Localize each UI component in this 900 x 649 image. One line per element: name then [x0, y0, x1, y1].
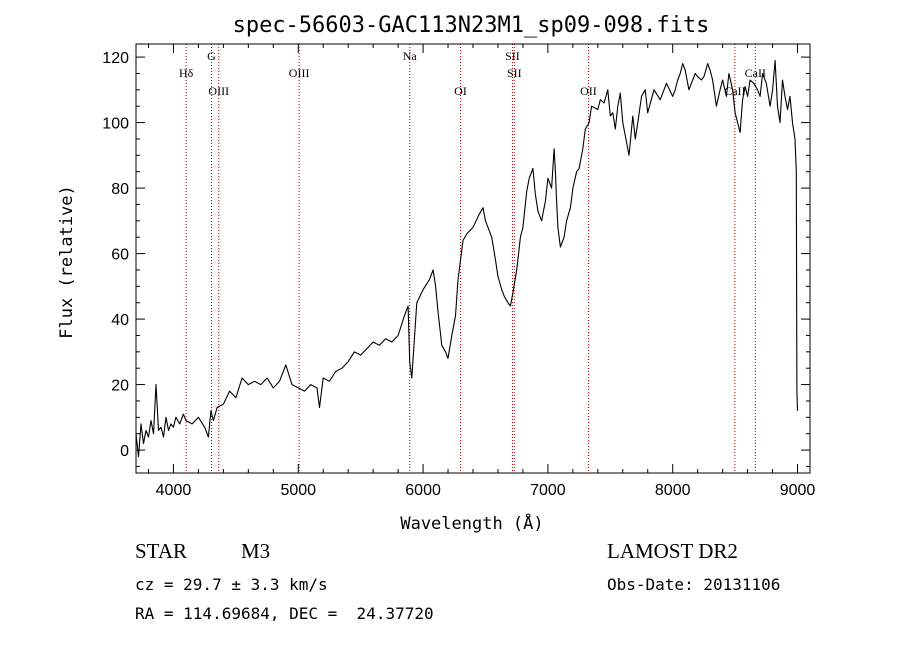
- line-label: Hδ: [179, 66, 194, 80]
- y-tick-label: 100: [102, 116, 129, 133]
- sky-coordinates: RA = 114.69684, DEC = 24.37720: [135, 604, 434, 623]
- x-axis-label: Wavelength (Å): [400, 512, 543, 534]
- chart-title: spec-56603-GAC113N23M1_sp09-098.fits: [233, 13, 710, 38]
- line-label: CaII: [724, 84, 745, 98]
- redshift-velocity: cz = 29.7 ± 3.3 km/s: [135, 575, 328, 594]
- line-label: SII: [505, 49, 520, 63]
- y-tick-label: 120: [102, 50, 129, 67]
- y-axis: 0 20 40 60 80 100 120: [102, 50, 810, 467]
- y-tick-label: 20: [111, 378, 129, 395]
- spectrum-series: [135, 59, 799, 458]
- observation-date: Obs-Date: 20131106: [607, 575, 781, 594]
- spectrum-line: [135, 59, 799, 458]
- y-tick-label: 0: [120, 443, 129, 460]
- line-label: OI: [454, 84, 467, 98]
- object-subclass: M3: [241, 539, 271, 563]
- line-label: Na: [403, 49, 418, 63]
- line-label: CaII: [745, 66, 766, 80]
- x-tick-label: 9000: [780, 482, 816, 499]
- y-axis-label: Flux (relative): [57, 185, 77, 339]
- line-label: OIII: [289, 66, 310, 80]
- line-label: OIII: [208, 84, 229, 98]
- x-tick-label: 5000: [280, 482, 316, 499]
- x-tick-label: 4000: [156, 482, 192, 499]
- x-tick-label: 7000: [530, 482, 566, 499]
- survey-name: LAMOST DR2: [607, 539, 738, 563]
- x-tick-label: 6000: [405, 482, 441, 499]
- x-tick-label: 8000: [655, 482, 691, 499]
- y-tick-label: 60: [111, 247, 129, 264]
- line-label: G: [207, 49, 216, 63]
- x-axis: 4000 5000 6000 7000 8000 9000: [147, 44, 816, 499]
- object-class: STAR: [135, 539, 187, 563]
- y-tick-label: 40: [111, 312, 129, 329]
- line-label: SII: [507, 66, 522, 80]
- y-tick-label: 80: [111, 181, 129, 198]
- line-label: OII: [580, 84, 597, 98]
- plot-frame: [135, 43, 811, 474]
